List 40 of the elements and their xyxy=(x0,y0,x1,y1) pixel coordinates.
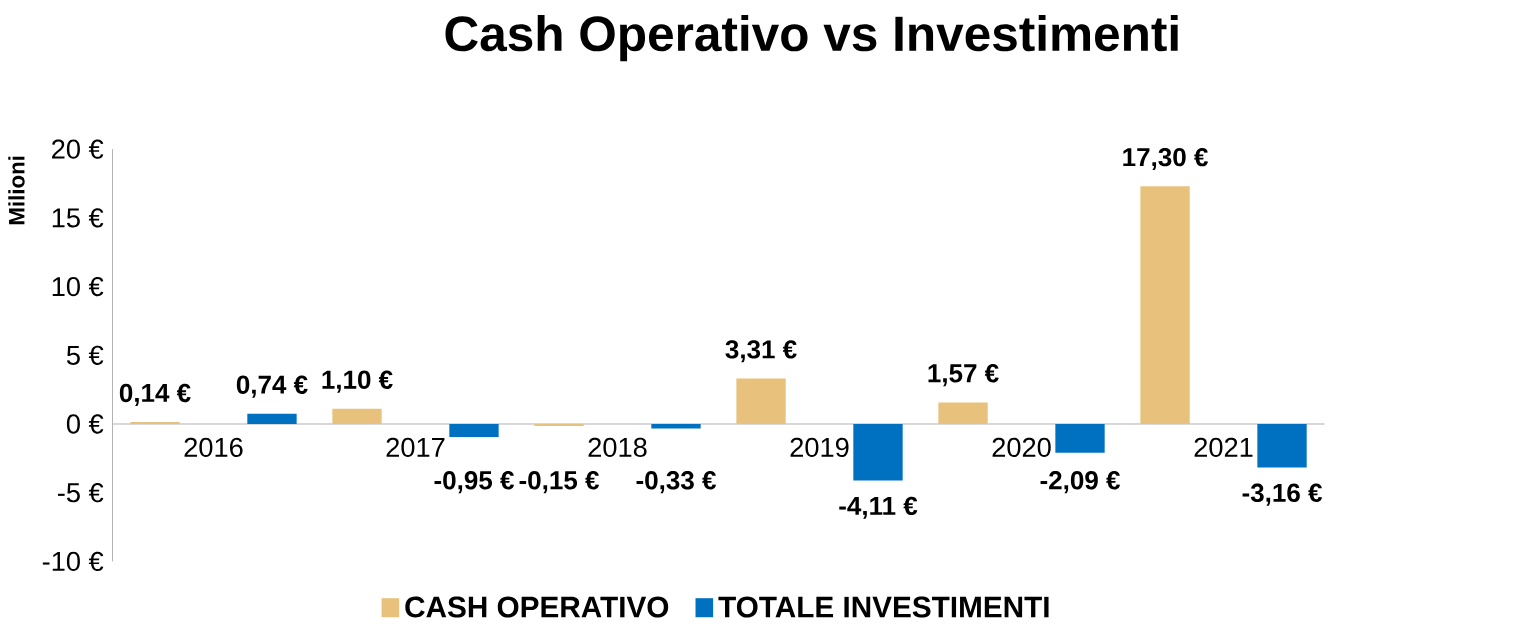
data-label: -0,33 € xyxy=(636,471,716,494)
chart-title: Cash Operativo vs Investimenti xyxy=(445,15,1178,62)
y-tick-label: 20 € xyxy=(52,139,104,159)
x-tick-label: 2019 xyxy=(790,437,849,458)
y-tick-label: 5 € xyxy=(66,345,104,365)
bar xyxy=(332,408,382,425)
x-tick-label: 2020 xyxy=(992,437,1051,458)
legend-label: CASH OPERATIVO xyxy=(405,596,669,618)
x-tick-label: 2021 xyxy=(1194,437,1253,458)
y-tick-label: -5 € xyxy=(58,483,104,503)
data-label: 1,57 € xyxy=(928,364,999,387)
y-tick-label: -10 € xyxy=(42,551,104,572)
data-label: 17,30 € xyxy=(1123,147,1208,171)
x-tick-label: 2017 xyxy=(386,437,445,458)
bar xyxy=(1257,424,1307,468)
bar xyxy=(1140,186,1190,425)
y-tick-label: 10 € xyxy=(52,277,104,297)
bar xyxy=(736,378,786,425)
bar xyxy=(853,424,903,481)
data-label: -2,09 € xyxy=(1040,471,1120,494)
data-label: 1,10 € xyxy=(322,370,393,393)
data-label: -4,11 € xyxy=(839,496,918,519)
data-label: -0,95 € xyxy=(434,471,514,494)
bar xyxy=(1055,424,1105,453)
y-tick-label: 15 € xyxy=(52,208,104,228)
bar xyxy=(938,402,988,425)
data-label: -3,16 € xyxy=(1242,483,1322,506)
bar xyxy=(651,424,701,429)
bar xyxy=(247,413,297,425)
x-tick-label: 2018 xyxy=(588,437,647,458)
bar xyxy=(449,424,499,438)
y-tick-label: 0 € xyxy=(66,414,104,434)
bar xyxy=(534,424,584,427)
data-label: 0,74 € xyxy=(236,375,308,398)
data-label: 3,31 € xyxy=(725,340,797,363)
x-tick-label: 2016 xyxy=(184,437,243,458)
y-axis-title: Milioni xyxy=(8,156,25,225)
data-label: -0,15 € xyxy=(519,471,599,494)
legend-label: TOTALE INVESTIMENTI xyxy=(718,596,1049,618)
data-label: 0,14 € xyxy=(119,383,191,406)
